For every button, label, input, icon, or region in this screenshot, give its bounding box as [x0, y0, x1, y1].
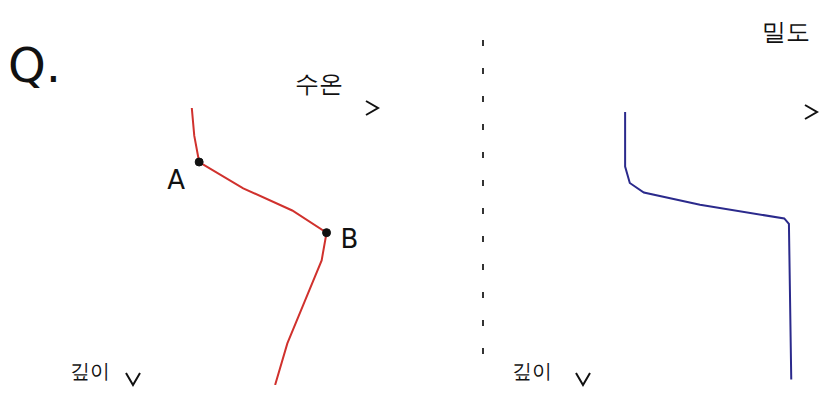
- svg-text:밀도: 밀도: [762, 18, 810, 46]
- svg-text:깊이: 깊이: [512, 359, 552, 383]
- svg-text:B: B: [341, 224, 359, 254]
- svg-text:깊이: 깊이: [70, 359, 110, 383]
- svg-text:수온: 수온: [295, 70, 343, 98]
- svg-text:A: A: [167, 165, 185, 195]
- svg-text:Q.: Q.: [8, 37, 61, 93]
